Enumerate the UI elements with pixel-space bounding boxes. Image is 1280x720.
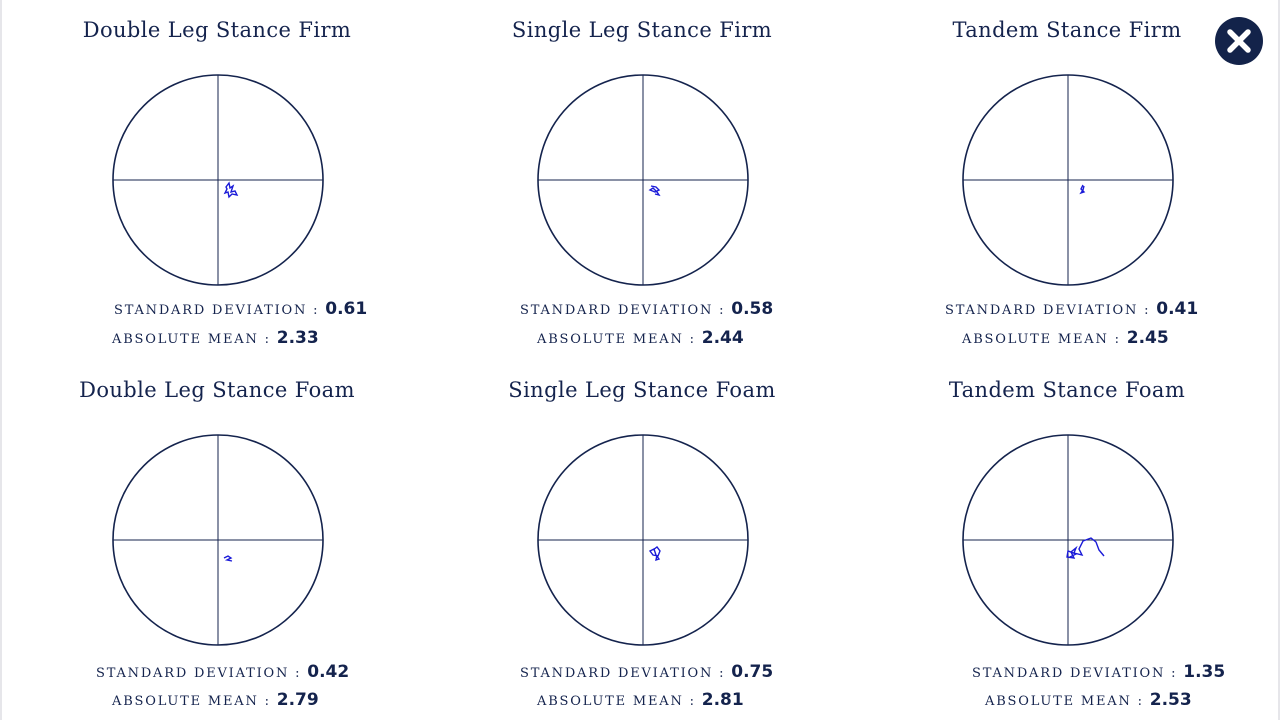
- standard-deviation-value: 0.75: [731, 662, 774, 682]
- absolute-mean-row: ABSOLUTE MEAN : 2.44: [537, 328, 744, 348]
- absolute-mean-value: 2.53: [1149, 690, 1192, 710]
- sway-trace: [1066, 537, 1105, 559]
- standard-deviation-label: STANDARD DEVIATION :: [96, 666, 302, 681]
- test-title: Tandem Stance Foam: [948, 378, 1186, 402]
- standard-deviation-value: 0.61: [325, 299, 368, 319]
- standard-deviation-row: STANDARD DEVIATION : 0.41: [945, 299, 1198, 319]
- close-icon: [1227, 29, 1251, 53]
- standard-deviation-value: 1.35: [1183, 662, 1226, 682]
- sway-plot: [962, 434, 1174, 646]
- absolute-mean-row: ABSOLUTE MEAN : 2.81: [537, 690, 744, 710]
- absolute-mean-value: 2.79: [276, 690, 319, 710]
- absolute-mean-row: ABSOLUTE MEAN : 2.33: [112, 328, 319, 348]
- absolute-mean-value: 2.81: [701, 690, 744, 710]
- test-title: Single Leg Stance Foam: [508, 378, 776, 402]
- standard-deviation-row: STANDARD DEVIATION : 0.61: [114, 299, 367, 319]
- standard-deviation-label: STANDARD DEVIATION :: [520, 303, 726, 318]
- absolute-mean-value: 2.33: [276, 328, 319, 348]
- absolute-mean-label: ABSOLUTE MEAN :: [112, 694, 271, 709]
- test-panel-double-leg-firm: Double Leg Stance Firm STANDARD DEVIATIO…: [4, 0, 430, 360]
- standard-deviation-row: STANDARD DEVIATION : 0.75: [520, 662, 773, 682]
- standard-deviation-label: STANDARD DEVIATION :: [520, 666, 726, 681]
- sway-trace: [223, 555, 233, 562]
- absolute-mean-value: 2.45: [1126, 328, 1169, 348]
- close-button[interactable]: [1215, 17, 1263, 65]
- absolute-mean-row: ABSOLUTE MEAN : 2.45: [962, 328, 1169, 348]
- standard-deviation-label: STANDARD DEVIATION :: [945, 303, 1151, 318]
- test-title: Double Leg Stance Foam: [79, 378, 355, 402]
- absolute-mean-label: ABSOLUTE MEAN :: [985, 694, 1144, 709]
- test-panel-tandem-foam: Tandem Stance Foam STANDARD DEVIATION : 1…: [854, 360, 1280, 720]
- sway-plot: [537, 434, 749, 646]
- absolute-mean-label: ABSOLUTE MEAN :: [537, 332, 696, 347]
- standard-deviation-label: STANDARD DEVIATION :: [114, 303, 320, 318]
- sway-plot: [537, 74, 749, 286]
- absolute-mean-label: ABSOLUTE MEAN :: [537, 694, 696, 709]
- test-panel-double-leg-foam: Double Leg Stance Foam STANDARD DEVIATIO…: [4, 360, 430, 720]
- absolute-mean-label: ABSOLUTE MEAN :: [962, 332, 1121, 347]
- sway-trace: [223, 181, 239, 199]
- sway-trace: [648, 185, 661, 197]
- absolute-mean-row: ABSOLUTE MEAN : 2.53: [985, 690, 1192, 710]
- sway-trace: [1079, 184, 1086, 195]
- absolute-mean-row: ABSOLUTE MEAN : 2.79: [112, 690, 319, 710]
- test-title: Single Leg Stance Firm: [511, 18, 773, 42]
- test-panel-tandem-firm: Tandem Stance Firm STANDARD DEVIATION : 0…: [854, 0, 1280, 360]
- standard-deviation-value: 0.42: [307, 662, 350, 682]
- sway-plot: [112, 74, 324, 286]
- absolute-mean-label: ABSOLUTE MEAN :: [112, 332, 271, 347]
- standard-deviation-value: 0.58: [731, 299, 774, 319]
- sway-trace: [648, 546, 661, 562]
- standard-deviation-row: STANDARD DEVIATION : 1.35: [972, 662, 1225, 682]
- test-title: Tandem Stance Firm: [952, 18, 1182, 42]
- standard-deviation-value: 0.41: [1156, 299, 1199, 319]
- sway-plot: [112, 434, 324, 646]
- absolute-mean-value: 2.44: [701, 328, 744, 348]
- standard-deviation-row: STANDARD DEVIATION : 0.58: [520, 299, 773, 319]
- standard-deviation-row: STANDARD DEVIATION : 0.42: [96, 662, 349, 682]
- test-panel-single-leg-firm: Single Leg Stance Firm STANDARD DEVIATIO…: [429, 0, 855, 360]
- standard-deviation-label: STANDARD DEVIATION :: [972, 666, 1178, 681]
- test-panel-single-leg-foam: Single Leg Stance Foam STANDARD DEVIATIO…: [429, 360, 855, 720]
- test-title: Double Leg Stance Firm: [82, 18, 352, 42]
- sway-plot: [962, 74, 1174, 286]
